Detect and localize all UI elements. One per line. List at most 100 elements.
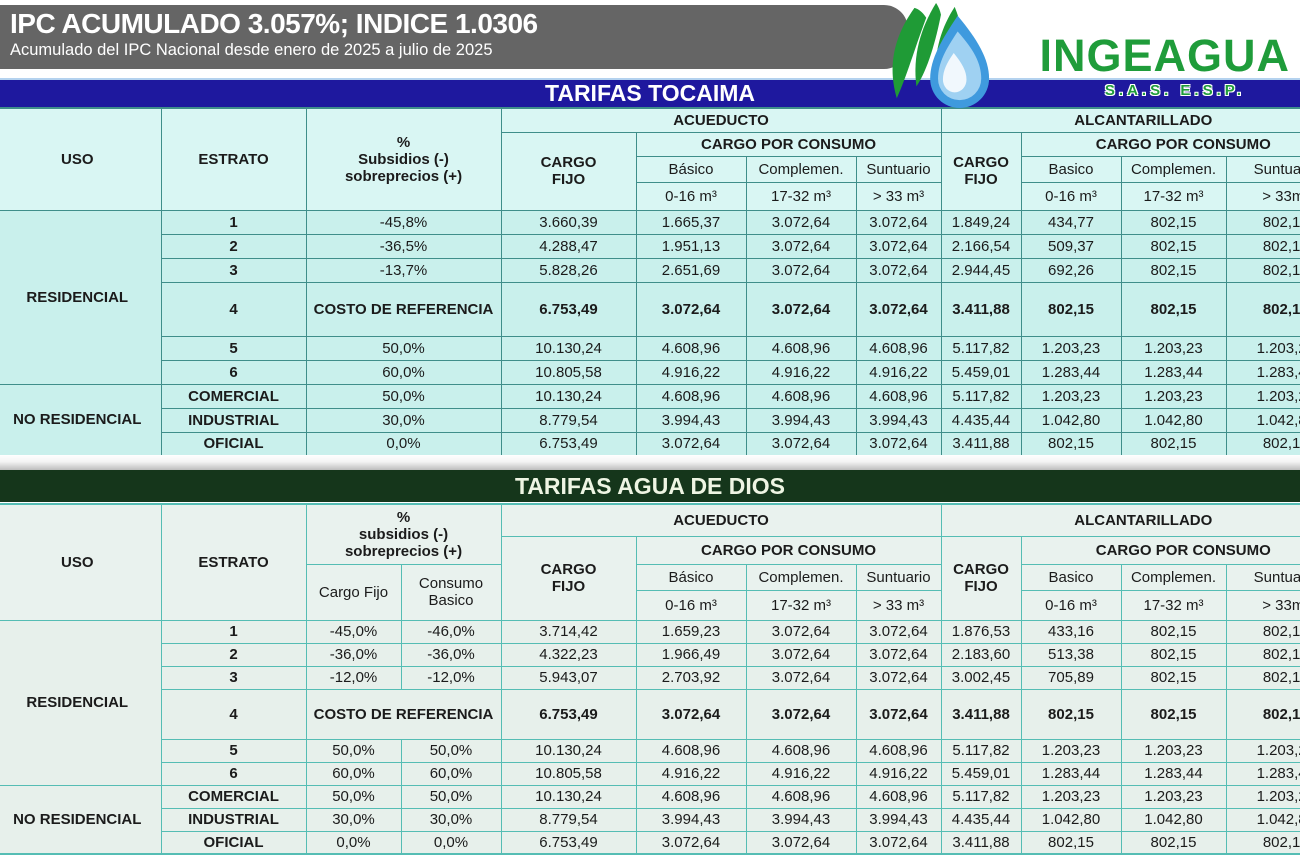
col-header-subsidios: % Subsidios (-) sobreprecios (+) [305,107,502,211]
value-cell: 4.435,44 [940,407,1022,433]
value-cell: 433,16 [1020,619,1122,644]
value-cell: 3.072,64 [855,281,942,337]
value-cell: 4.608,96 [745,383,857,409]
pct-cell: 60,0% [400,761,502,786]
value-cell: 802,15 [1020,830,1122,855]
pct-cell: -36,0% [305,642,402,667]
table-row: OFICIAL 0,0% 0,0% 6.753,49 3.072,64 3.072,64 3… [0,830,1300,855]
value-cell: 692,26 [1020,257,1122,283]
table-row: 4 COSTO DE REFERENCIA 6.753,49 3.072,64 3.07… [0,688,1300,740]
costo-referencia-cell: COSTO DE REFERENCIA [305,688,502,740]
value-cell: 802,15 [1225,257,1300,283]
value-cell: 4.435,44 [940,807,1022,832]
ingeagua-logo: INGEAGUA S.A.S. E.S.P. [890,0,1300,110]
pct-cell: 30,0% [305,407,502,433]
value-cell: 1.042,80 [1020,807,1122,832]
value-cell: 5.117,82 [940,335,1022,361]
col-header-rango-suntuario-acu: > 33 m³ [855,181,942,211]
value-cell: 3.714,42 [500,619,637,644]
value-cell: 3.072,64 [745,665,857,690]
value-cell: 5.828,26 [500,257,637,283]
col-header-alcantarillado: ALCANTARILLADO [940,107,1300,133]
value-cell: 3.072,64 [855,257,942,283]
value-cell: 3.994,43 [635,407,747,433]
value-cell: 802,15 [1225,665,1300,690]
value-cell: 8.779,54 [500,807,637,832]
value-cell: 4.608,96 [635,335,747,361]
value-cell: 4.916,22 [635,761,747,786]
value-cell: 2.703,92 [635,665,747,690]
estrato-cell: 1 [160,209,307,235]
col-header-rango-complemen-alc: 17-32 m³ [1120,181,1227,211]
col-header-rango-suntuario-acu: > 33 m³ [855,589,942,621]
value-cell: 802,15 [1120,209,1227,235]
value-cell: 3.072,64 [745,619,857,644]
col-header-basico-acu: Básico [635,563,747,591]
value-cell: 3.072,64 [745,257,857,283]
value-cell: 1.042,80 [1225,807,1300,832]
value-cell: 4.916,22 [855,761,942,786]
table-row: 6 60,0% 10.805,58 4.916,22 4.916,22 4.916,22 5… [0,359,1300,385]
value-cell: 1.203,23 [1020,784,1122,809]
col-header-uso: USO [0,503,162,621]
water-drop-leaves-icon [892,2,990,109]
ipc-banner: IPC ACUMULADO 3.057%; INDICE 1.0306 Acum… [0,5,908,69]
table-row: RESIDENCIAL 1 -45,0% -46,0% 3.714,42 1.659,23… [0,619,1300,786]
value-cell: 802,15 [1120,233,1227,259]
value-cell: 6.753,49 [500,688,637,740]
value-cell: 3.072,64 [855,642,942,667]
col-header-rango-basico-acu: 0-16 m³ [635,181,747,211]
value-cell: 3.994,43 [745,807,857,832]
value-cell: 802,15 [1020,281,1122,337]
col-header-pct-consumo-basico: Consumo Basico [400,563,502,621]
value-cell: 513,38 [1020,642,1122,667]
pct-cell: 0,0% [400,830,502,855]
value-cell: 802,15 [1120,281,1227,337]
col-header-subsidios: % subsidios (-) sobreprecios (+) [305,503,502,565]
value-cell: 802,15 [1120,642,1227,667]
value-cell: 1.203,23 [1020,335,1122,361]
col-header-cargo-consumo-alc: CARGO POR CONSUMO [1020,535,1300,565]
value-cell: 1.203,23 [1120,383,1227,409]
pct-cell: 50,0% [400,784,502,809]
value-cell: 3.411,88 [940,830,1022,855]
pct-cell: -12,0% [305,665,402,690]
value-cell: 3.994,43 [855,807,942,832]
value-cell: 4.608,96 [745,335,857,361]
value-cell: 4.288,47 [500,233,637,259]
pct-cell: -36,0% [400,642,502,667]
value-cell: 4.608,96 [635,784,747,809]
value-cell: 4.916,22 [855,359,942,385]
pct-cell: -36,5% [305,233,502,259]
value-cell: 3.072,64 [855,830,942,855]
value-cell: 3.660,39 [500,209,637,235]
pct-cell: 60,0% [305,359,502,385]
value-cell: 1.042,80 [1120,407,1227,433]
col-header-complemen-alc: Complemen. [1120,155,1227,183]
col-header-estrato: ESTRATO [160,503,307,621]
value-cell: 2.166,54 [940,233,1022,259]
ipc-title: IPC ACUMULADO 3.057%; INDICE 1.0306 [10,8,538,39]
estrato-cell: 3 [160,257,307,283]
value-cell: 3.072,64 [855,233,942,259]
value-cell: 3.411,88 [940,281,1022,337]
col-header-basico-alc: Basico [1020,563,1122,591]
estrato-cell: 5 [160,738,307,763]
col-header-rango-complemen-alc: 17-32 m³ [1120,589,1227,621]
value-cell: 10.130,24 [500,335,637,361]
col-header-rango-complemen-acu: 17-32 m³ [745,181,857,211]
value-cell: 2.183,60 [940,642,1022,667]
col-header-rango-basico-alc: 0-16 m³ [1020,589,1122,621]
value-cell: 5.117,82 [940,784,1022,809]
table-row: RESIDENCIAL 1 -45,8% 3.660,39 1.665,37 3.072,… [0,209,1300,385]
pct-cell: -13,7% [305,257,502,283]
pct-cell: -45,0% [305,619,402,644]
value-cell: 2.944,45 [940,257,1022,283]
value-cell: 1.203,23 [1225,738,1300,763]
value-cell: 2.651,69 [635,257,747,283]
value-cell: 4.608,96 [855,738,942,763]
value-cell: 802,15 [1120,665,1227,690]
estrato-cell: 6 [160,761,307,786]
table-row: 4 COSTO DE REFERENCIA 6.753,49 3.072,64 3.07… [0,281,1300,337]
